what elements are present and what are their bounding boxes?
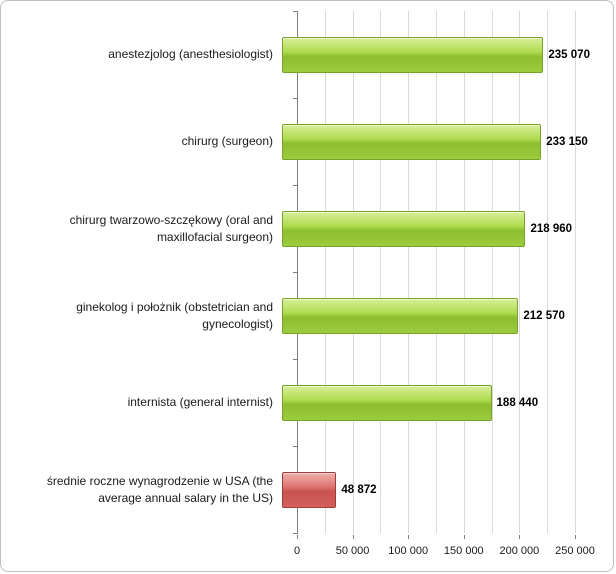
value-label: 188 440	[496, 396, 539, 409]
value-label: 233 150	[546, 135, 588, 148]
x-axis-tick-label: 200 000	[499, 545, 540, 557]
chart-body: anestezjolog (anesthesiologist) 235 070 ch…	[1, 11, 613, 534]
category-label: anestezjolog (anesthesiologist)	[108, 47, 273, 62]
value-label: 235 070	[548, 48, 590, 61]
gridline	[408, 11, 410, 533]
y-axis-tick	[293, 185, 298, 186]
x-axis-tick	[297, 535, 298, 539]
x-axis-tick-label: 250 000	[555, 545, 595, 557]
bar-area: 188 440	[281, 359, 559, 446]
bar-area: 212 570	[281, 272, 565, 359]
bar-green	[282, 210, 526, 247]
x-axis-tick	[352, 535, 354, 539]
y-axis-tick	[293, 272, 298, 273]
x-axis-tick-label: 100 000	[388, 545, 429, 557]
x-axis-tick	[575, 535, 576, 539]
gridline	[575, 11, 576, 533]
x-axis-tick-label: 150 000	[443, 545, 484, 557]
chart-row: internista (general internist) 188 440	[1, 359, 613, 446]
x-axis: 0 50 000 100 000 150 000 200 000 250 000	[293, 535, 595, 563]
bar-green	[282, 384, 492, 421]
gridline	[463, 11, 465, 533]
value-label: 218 960	[530, 222, 573, 235]
y-axis-tick	[293, 359, 298, 360]
bar-area: 48 872	[281, 446, 559, 533]
value-label: 48 872	[341, 483, 377, 496]
y-axis-tick	[293, 533, 298, 534]
bar-green	[282, 36, 544, 73]
gridline	[519, 11, 521, 533]
gridline	[436, 11, 437, 533]
bar-area: 218 960	[281, 185, 572, 272]
chart-row: chirurg twarzowo-szczękowy (oral and max…	[1, 185, 613, 272]
bar-area: 233 150	[281, 98, 588, 185]
y-axis-tick	[293, 446, 298, 447]
x-axis-tick	[519, 535, 521, 539]
category-label: chirurg twarzowo-szczękowy (oral and max…	[69, 213, 273, 244]
category-label: średnie roczne wynagrodzenie w USA (the …	[46, 474, 273, 505]
bar-green	[282, 297, 519, 334]
category-label: ginekolog i położnik (obstetrician and g…	[76, 300, 273, 331]
x-axis-tick	[408, 535, 410, 539]
bar-area: 235 070	[281, 11, 590, 98]
category-label: chirurg (surgeon)	[181, 134, 273, 149]
y-axis-tick	[293, 98, 298, 99]
y-axis-tick	[293, 11, 298, 12]
value-label: 212 570	[523, 309, 565, 322]
chart-row: chirurg (surgeon) 233 150	[1, 98, 613, 185]
chart-row: ginekolog i położnik (obstetrician and g…	[1, 272, 613, 359]
category-label: internista (general internist)	[127, 395, 273, 410]
x-axis-tick-label: 0	[293, 545, 301, 557]
gridline	[491, 11, 493, 533]
bar-green	[282, 123, 542, 160]
gridline	[324, 11, 326, 533]
x-axis-tick-label: 50 000	[335, 545, 370, 557]
plot-area	[293, 11, 576, 534]
bar-rows: anestezjolog (anesthesiologist) 235 070 ch…	[1, 11, 613, 533]
x-axis-tick	[463, 535, 465, 539]
gridline	[547, 11, 549, 533]
chart-row: średnie roczne wynagrodzenie w USA (the …	[1, 446, 613, 533]
bar-red	[282, 471, 337, 508]
chart-row: anestezjolog (anesthesiologist) 235 070	[1, 11, 613, 98]
gridline	[352, 11, 354, 533]
gridline	[380, 11, 382, 533]
